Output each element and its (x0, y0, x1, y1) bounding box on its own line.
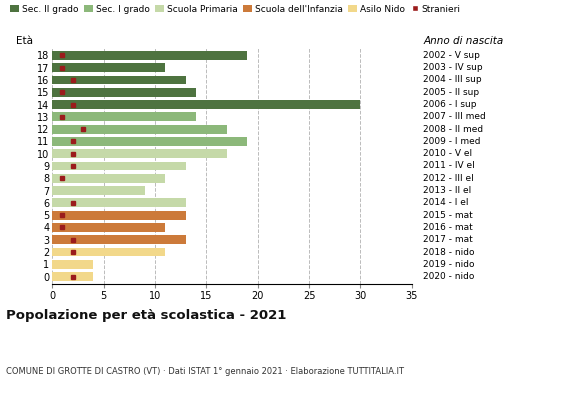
Text: 2019 - nido: 2019 - nido (423, 260, 475, 269)
Bar (52, 248, 165, 256)
Text: 2014 - I el: 2014 - I el (423, 198, 469, 207)
Bar (52, 88, 196, 97)
Bar (52, 112, 196, 121)
Bar (52, 100, 360, 109)
Text: Età: Età (16, 36, 33, 46)
Text: 2017 - mat: 2017 - mat (423, 235, 473, 244)
Bar (52, 272, 93, 281)
Text: 2006 - I sup: 2006 - I sup (423, 100, 477, 109)
Text: 2004 - III sup: 2004 - III sup (423, 76, 482, 84)
Bar (52, 51, 248, 60)
Bar (52, 223, 165, 232)
Text: 2011 - IV el: 2011 - IV el (423, 162, 475, 170)
Text: 2012 - III el: 2012 - III el (423, 174, 474, 183)
Bar (52, 174, 165, 183)
Text: 2009 - I med: 2009 - I med (423, 137, 481, 146)
Text: 2016 - mat: 2016 - mat (423, 223, 473, 232)
Bar (52, 149, 227, 158)
Text: 2008 - II med: 2008 - II med (423, 125, 484, 134)
Bar (52, 63, 165, 72)
Bar (52, 186, 144, 195)
Text: 2007 - III med: 2007 - III med (423, 112, 486, 121)
Bar (52, 137, 248, 146)
Text: COMUNE DI GROTTE DI CASTRO (VT) · Dati ISTAT 1° gennaio 2021 · Elaborazione TUTT: COMUNE DI GROTTE DI CASTRO (VT) · Dati I… (6, 367, 404, 376)
Text: 2003 - IV sup: 2003 - IV sup (423, 63, 483, 72)
Text: 2018 - nido: 2018 - nido (423, 248, 475, 256)
Bar (52, 76, 186, 84)
Bar (52, 211, 186, 220)
Bar (52, 235, 186, 244)
Text: 2013 - II el: 2013 - II el (423, 186, 472, 195)
Text: 2015 - mat: 2015 - mat (423, 211, 473, 220)
Text: 2002 - V sup: 2002 - V sup (423, 51, 480, 60)
Text: 2020 - nido: 2020 - nido (423, 272, 475, 281)
Text: 2010 - V el: 2010 - V el (423, 149, 473, 158)
Bar (52, 162, 186, 170)
Bar (52, 125, 227, 134)
Text: 2005 - II sup: 2005 - II sup (423, 88, 480, 97)
Legend: Sec. II grado, Sec. I grado, Scuola Primaria, Scuola dell'Infanzia, Asilo Nido, : Sec. II grado, Sec. I grado, Scuola Prim… (10, 4, 461, 14)
Bar (52, 260, 93, 269)
Bar (52, 198, 186, 207)
Text: Anno di nascita: Anno di nascita (423, 36, 503, 46)
Text: Popolazione per età scolastica - 2021: Popolazione per età scolastica - 2021 (6, 309, 286, 322)
